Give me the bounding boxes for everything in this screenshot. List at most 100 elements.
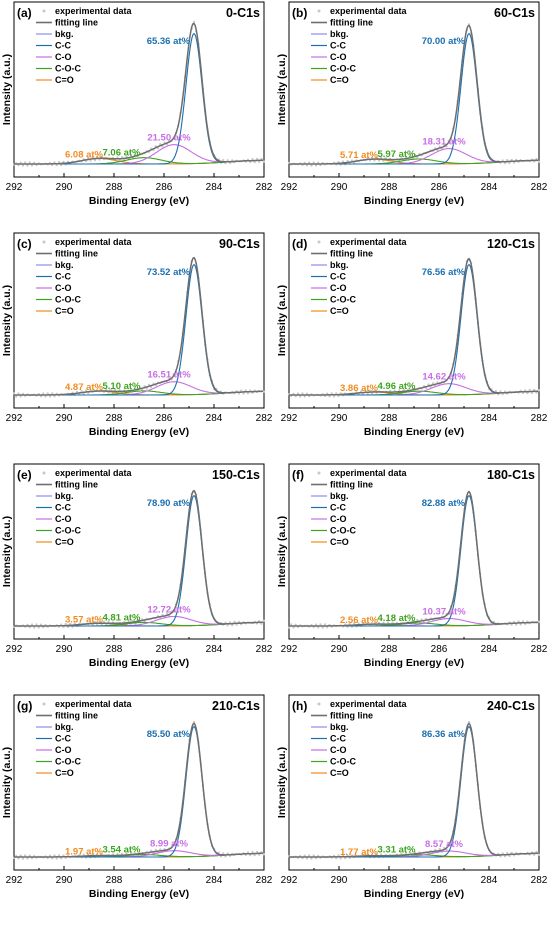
data-point — [258, 853, 261, 856]
data-point — [535, 850, 538, 853]
x-tick-label: 292 — [6, 413, 23, 424]
legend-entry: fitting line — [55, 249, 98, 259]
data-point — [30, 623, 34, 626]
x-tick-label: 284 — [481, 875, 498, 886]
peak-annotation-c-o: 16.51 at% — [147, 370, 191, 381]
peak-annotation-c-o-c: 5.10 at% — [102, 381, 141, 392]
legend-marker — [317, 702, 321, 706]
data-point — [317, 161, 320, 164]
data-point — [98, 620, 101, 623]
legend-entry: C-O — [55, 745, 72, 755]
data-point — [102, 620, 106, 623]
x-tick-label: 292 — [281, 182, 298, 193]
x-tick-label: 292 — [281, 875, 298, 886]
legend-entry: C-C — [55, 734, 71, 744]
data-point — [512, 161, 516, 164]
peak-annotation-c-c: 82.88 at% — [422, 498, 466, 509]
series-c-c — [14, 725, 263, 858]
y-axis-label: Intensity (a.u.) — [276, 285, 288, 356]
legend-entry: fitting line — [330, 249, 373, 259]
series-c-c — [289, 725, 538, 858]
legend-entry: experimental data — [330, 237, 408, 247]
data-point — [357, 622, 360, 625]
data-point — [533, 853, 536, 856]
peak-annotation-c-o: 12.72 at% — [147, 605, 191, 616]
panel-label: (f) — [292, 468, 304, 482]
peak-annotation-c-c: 65.36 at% — [147, 36, 191, 47]
data-point — [258, 160, 261, 164]
legend-entry: bkg. — [55, 260, 74, 270]
data-point — [409, 851, 412, 854]
data-point — [156, 147, 160, 150]
data-point — [427, 383, 430, 386]
data-point — [508, 161, 511, 165]
legend-entry: fitting line — [330, 18, 373, 28]
data-point — [386, 621, 390, 624]
data-point — [323, 623, 327, 626]
data-point — [328, 395, 331, 398]
data-point — [533, 388, 536, 391]
data-point — [537, 853, 540, 856]
data-point — [33, 626, 36, 629]
data-point — [48, 395, 52, 398]
data-point — [391, 621, 394, 624]
legend-entry: C-O-C — [330, 295, 356, 305]
legend-entry: fitting line — [330, 711, 373, 721]
data-point — [416, 618, 419, 622]
legend-entry: C-C — [330, 272, 346, 282]
data-point — [339, 857, 342, 860]
x-tick-label: 286 — [156, 182, 173, 193]
data-point — [64, 622, 67, 626]
peak-annotation-c-o: 5.71 at% — [340, 150, 379, 161]
data-point — [317, 626, 320, 629]
data-point — [321, 626, 324, 629]
data-point — [73, 622, 76, 625]
data-point — [91, 156, 94, 159]
legend-entry: C-O-C — [330, 526, 356, 536]
data-point — [84, 389, 88, 392]
x-tick-label: 290 — [331, 182, 348, 193]
legend-marker — [42, 240, 46, 244]
data-point — [305, 857, 309, 860]
legend-entry: C-O — [55, 52, 72, 62]
chart-panel: 292 290 288 286 284 282 Binding Energy (eV) Int… — [275, 693, 550, 924]
data-point — [537, 620, 540, 623]
data-point — [192, 20, 196, 23]
x-tick-label: 282 — [256, 644, 273, 655]
legend-entry: C=O — [55, 306, 74, 316]
peak-annotation-c-o: 4.87 at% — [65, 382, 104, 393]
data-point — [294, 395, 297, 398]
legend-entry: C-C — [330, 41, 346, 51]
data-point — [12, 392, 16, 395]
series-experimental-data — [287, 23, 540, 167]
peak-annotation-c-o: 10.37 at% — [422, 607, 466, 618]
data-point — [330, 392, 333, 395]
xps-chart: 292 290 288 286 284 282 Binding Energy (eV) Int… — [1, 1, 273, 207]
data-point — [80, 389, 83, 393]
data-point — [235, 623, 238, 626]
data-point — [55, 857, 58, 860]
x-tick-label: 286 — [156, 644, 173, 655]
x-tick-label: 288 — [381, 644, 398, 655]
data-point — [382, 621, 385, 624]
data-point — [393, 389, 396, 392]
series-fitting-line — [289, 490, 538, 627]
data-point — [82, 853, 85, 856]
legend-marker — [317, 9, 321, 13]
legend-entry: fitting line — [330, 480, 373, 490]
series-c-c — [289, 32, 538, 165]
chart-panel: 292 290 288 286 284 282 Binding Energy (eV) Int… — [0, 231, 275, 462]
data-point — [37, 626, 40, 629]
x-tick-label: 282 — [531, 413, 548, 424]
x-tick-label: 290 — [331, 644, 348, 655]
legend-entry: fitting line — [55, 480, 98, 490]
data-point — [89, 159, 92, 162]
peak-annotation-c-o: 2.56 at% — [340, 615, 379, 626]
peak-annotation-c-o: 3.57 at% — [65, 614, 104, 625]
series-c-c — [14, 494, 263, 627]
x-axis-label: Binding Energy (eV) — [89, 888, 189, 900]
data-point — [96, 623, 99, 626]
series-experimental-data — [287, 721, 540, 860]
y-axis-label: Intensity (a.u.) — [1, 747, 13, 818]
